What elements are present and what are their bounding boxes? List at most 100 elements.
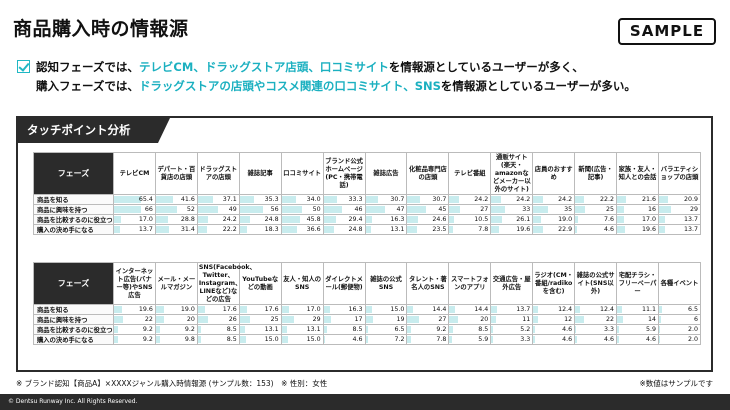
value-bar [407,316,419,323]
value-text: 5.9 [478,336,489,343]
value-bar [114,216,121,223]
value-bar [449,336,452,343]
value-bar [155,206,178,213]
data-cell: 11.1 [616,304,659,315]
value-text: 17.0 [306,306,321,313]
value-text: 5.9 [645,326,656,333]
data-cell: 16.3 [364,214,408,225]
value-bar [197,196,214,203]
value-text: 9.2 [436,326,447,333]
data-cell: 24.2 [448,194,492,205]
value-bar [658,206,671,213]
value-bar [114,336,118,343]
value-text: 45 [438,206,447,213]
value-text: 26.1 [516,216,531,223]
column-header: メール・メールマガジン [154,262,198,305]
data-cell: 14 [616,314,659,325]
data-cell: 30.7 [406,194,450,205]
value-bar [281,216,301,223]
data-cell: 52 [154,204,198,215]
value-text: 23.5 [432,226,447,233]
data-cell: 49 [196,204,240,215]
value-text: 20.9 [683,196,698,203]
value-bar [155,336,160,343]
value-bar [197,336,202,343]
value-text: 13.7 [683,226,698,233]
value-text: 17.6 [222,306,237,313]
data-cell: 27 [406,314,450,325]
value-text: 20 [480,316,489,323]
data-cell: 45.8 [280,214,324,225]
column-header: スマートフォンのアプリ [448,262,492,305]
data-cell: 4.6 [616,334,659,345]
data-cell: 4.6 [574,334,618,345]
data-cell: 9.8 [154,334,198,345]
data-cell: 8.5 [196,334,240,345]
data-cell: 36.6 [280,224,324,235]
column-header: ドラッグストアの店頭 [196,152,240,195]
value-bar [323,306,331,313]
column-header: 家族・友人・知人との会話 [616,152,659,195]
value-bar [658,306,662,313]
value-bar [575,306,581,313]
data-cell: 8.5 [196,324,240,335]
table-row: 商品を比較するのに役立つ 9.2 9.2 8.5 13.1 13.1 8.5 6.5 9.2 8.… [33,324,702,335]
data-cell: 4.6 [574,224,618,235]
column-header: 新聞(広告・記事) [574,152,618,195]
value-text: 9.8 [184,336,195,343]
data-cell: 13.1 [364,224,408,235]
value-text: 46 [354,206,363,213]
value-bar [407,306,414,313]
data-cell: 13.7 [657,214,702,225]
value-bar [575,336,578,343]
footnote: ※ ブランド認知【商品A】×XXXXジャンル購入時情報源 (サンプル数：153)… [16,379,328,388]
value-text: 24.2 [516,196,531,203]
value-bar [407,206,426,213]
column-header: 宅配チラシ・フリーペーパー [616,262,659,305]
value-bar [239,336,246,343]
data-cell: 19.6 [616,224,659,235]
value-text: 29.4 [348,216,363,223]
value-text: 35.3 [264,196,279,203]
value-text: 15.0 [306,336,321,343]
data-cell: 20 [154,314,198,325]
value-bar [407,196,421,203]
value-bar [323,216,336,223]
data-cell: 13.7 [113,224,156,235]
value-bar [155,196,173,203]
value-bar [281,196,296,203]
value-bar [575,196,585,203]
value-bar [533,306,539,313]
value-bar [491,196,502,203]
data-cell: 7.8 [406,334,450,345]
data-cell: 17.6 [238,304,282,315]
data-cell: 24.2 [196,214,240,225]
value-text: 11.1 [641,306,656,313]
table-header-row: フェーズ テレビCM デパート・百貨店の店頭 ドラッグストアの店頭 雑誌記事 口コミサイト… [33,152,702,195]
value-bar [575,326,577,333]
data-cell: 12.4 [532,304,576,315]
value-bar [617,226,626,233]
value-text: 19.6 [138,306,153,313]
value-text: 9.2 [142,326,153,333]
value-text: 4.6 [562,336,573,343]
value-bar [365,336,369,343]
value-text: 29 [689,206,698,213]
table-header-row: フェーズ インターネット広告(バナー等)やSNS広告 メール・メールマガジン SNS(… [33,262,702,305]
value-bar [281,336,288,343]
phase-header: フェーズ [33,152,114,195]
data-cell: 34.0 [280,194,324,205]
value-text: 11 [522,316,531,323]
value-bar [239,216,250,223]
data-cell: 47 [364,204,408,215]
value-text: 6.5 [394,326,405,333]
data-cell: 27 [448,204,492,215]
data-cell: 13.1 [280,324,324,335]
value-bar [658,316,662,323]
value-text: 12.4 [558,306,573,313]
value-text: 7.2 [394,336,405,343]
value-bar [365,326,369,333]
value-text: 37.1 [222,196,237,203]
value-bar [617,336,619,343]
table-row: 商品を知る 19.6 19.0 17.6 17.6 17.0 16.3 15.0 14.4 14.… [33,304,702,315]
